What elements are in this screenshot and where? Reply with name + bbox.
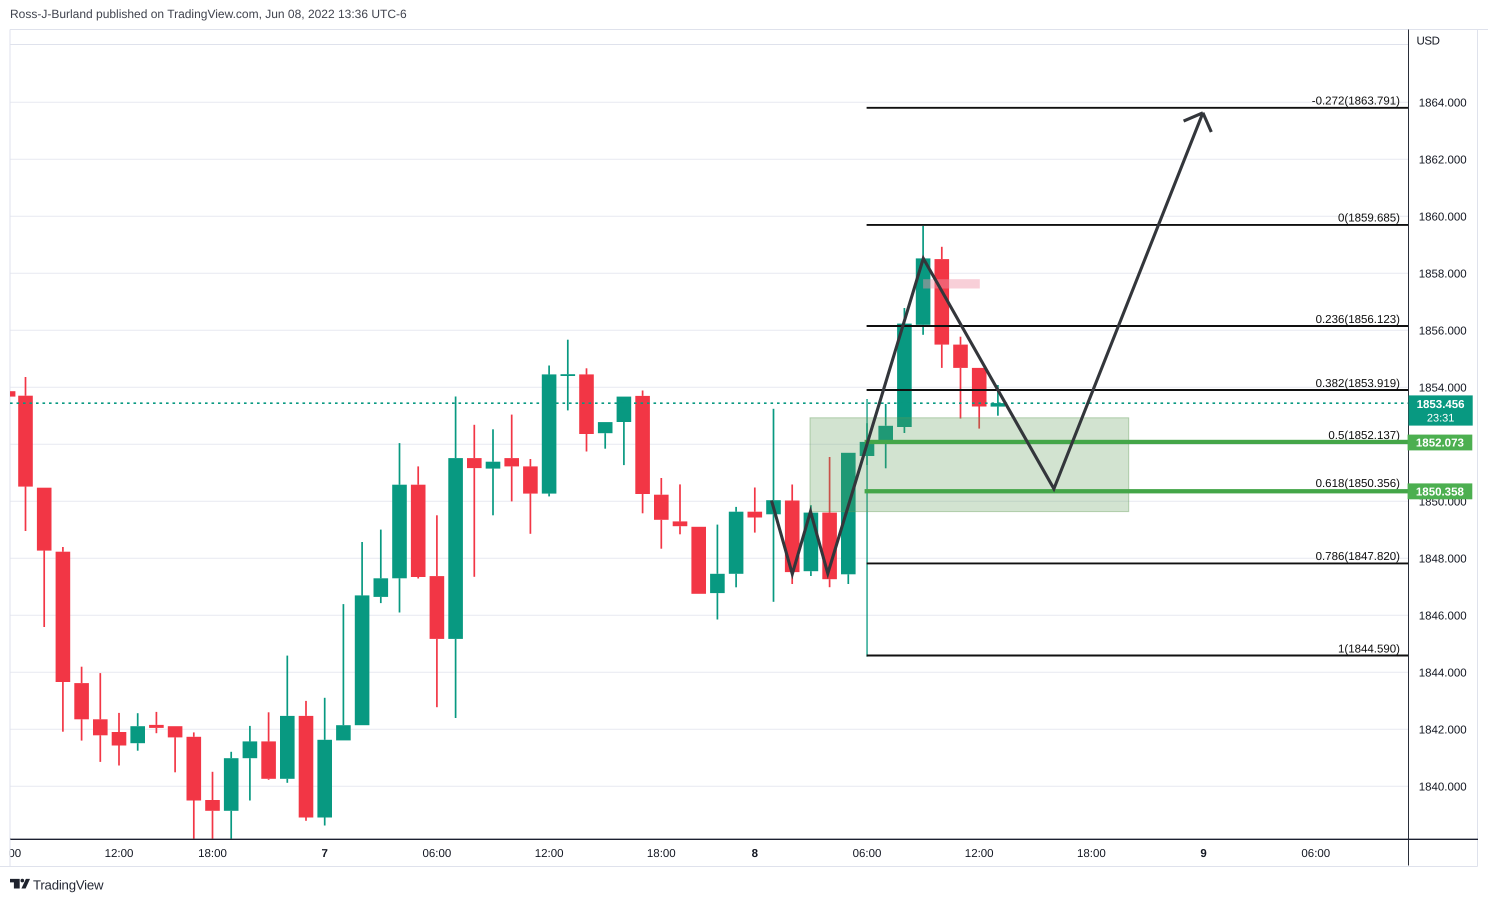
svg-text:7: 7 bbox=[321, 848, 327, 860]
svg-text:1862.000: 1862.000 bbox=[1419, 154, 1467, 166]
svg-text:1856.000: 1856.000 bbox=[1419, 325, 1467, 337]
svg-text:1(1844.590): 1(1844.590) bbox=[1338, 643, 1400, 655]
svg-text:1840.000: 1840.000 bbox=[1419, 781, 1467, 793]
svg-text:8: 8 bbox=[752, 848, 759, 860]
svg-text:0.618(1850.356): 0.618(1850.356) bbox=[1316, 478, 1401, 490]
svg-text:12:00: 12:00 bbox=[105, 848, 134, 860]
svg-text:1860.000: 1860.000 bbox=[1419, 211, 1467, 223]
svg-text:23:31: 23:31 bbox=[1427, 412, 1455, 424]
svg-text:1858.000: 1858.000 bbox=[1419, 268, 1467, 280]
svg-text:9: 9 bbox=[1200, 848, 1206, 860]
svg-text:0.382(1853.919): 0.382(1853.919) bbox=[1316, 378, 1401, 390]
svg-text:Ross-J-Burland published on Tr: Ross-J-Burland published on TradingView.… bbox=[10, 7, 407, 21]
svg-text:-0.272(1863.791): -0.272(1863.791) bbox=[1312, 96, 1400, 108]
svg-text:0(1859.685): 0(1859.685) bbox=[1338, 213, 1400, 225]
svg-text:1864.000: 1864.000 bbox=[1419, 97, 1467, 109]
svg-text:1848.000: 1848.000 bbox=[1419, 553, 1467, 565]
svg-text:0.5(1852.137): 0.5(1852.137) bbox=[1328, 430, 1400, 442]
svg-text:0.236(1856.123): 0.236(1856.123) bbox=[1316, 314, 1401, 326]
svg-text:1844.000: 1844.000 bbox=[1419, 667, 1467, 679]
svg-text:TradingView: TradingView bbox=[33, 878, 104, 893]
svg-text:18:00: 18:00 bbox=[1077, 848, 1106, 860]
svg-text:1853.456: 1853.456 bbox=[1417, 399, 1465, 411]
svg-text:1852.073: 1852.073 bbox=[1416, 438, 1464, 450]
svg-text:18:00: 18:00 bbox=[198, 848, 227, 860]
svg-text:1850.358: 1850.358 bbox=[1416, 487, 1465, 499]
svg-text:0.786(1847.820): 0.786(1847.820) bbox=[1316, 551, 1401, 563]
svg-text:12:00: 12:00 bbox=[965, 848, 994, 860]
svg-text:06:00: 06:00 bbox=[853, 848, 882, 860]
svg-text:06:00: 06:00 bbox=[1301, 848, 1330, 860]
svg-text:18:00: 18:00 bbox=[647, 848, 676, 860]
svg-text:1846.000: 1846.000 bbox=[1419, 610, 1467, 622]
svg-text:1842.000: 1842.000 bbox=[1419, 724, 1467, 736]
svg-text:12:00: 12:00 bbox=[535, 848, 564, 860]
svg-text:1854.000: 1854.000 bbox=[1419, 382, 1467, 394]
svg-text:06:00: 06:00 bbox=[423, 848, 452, 860]
svg-text:USD: USD bbox=[1417, 35, 1440, 47]
